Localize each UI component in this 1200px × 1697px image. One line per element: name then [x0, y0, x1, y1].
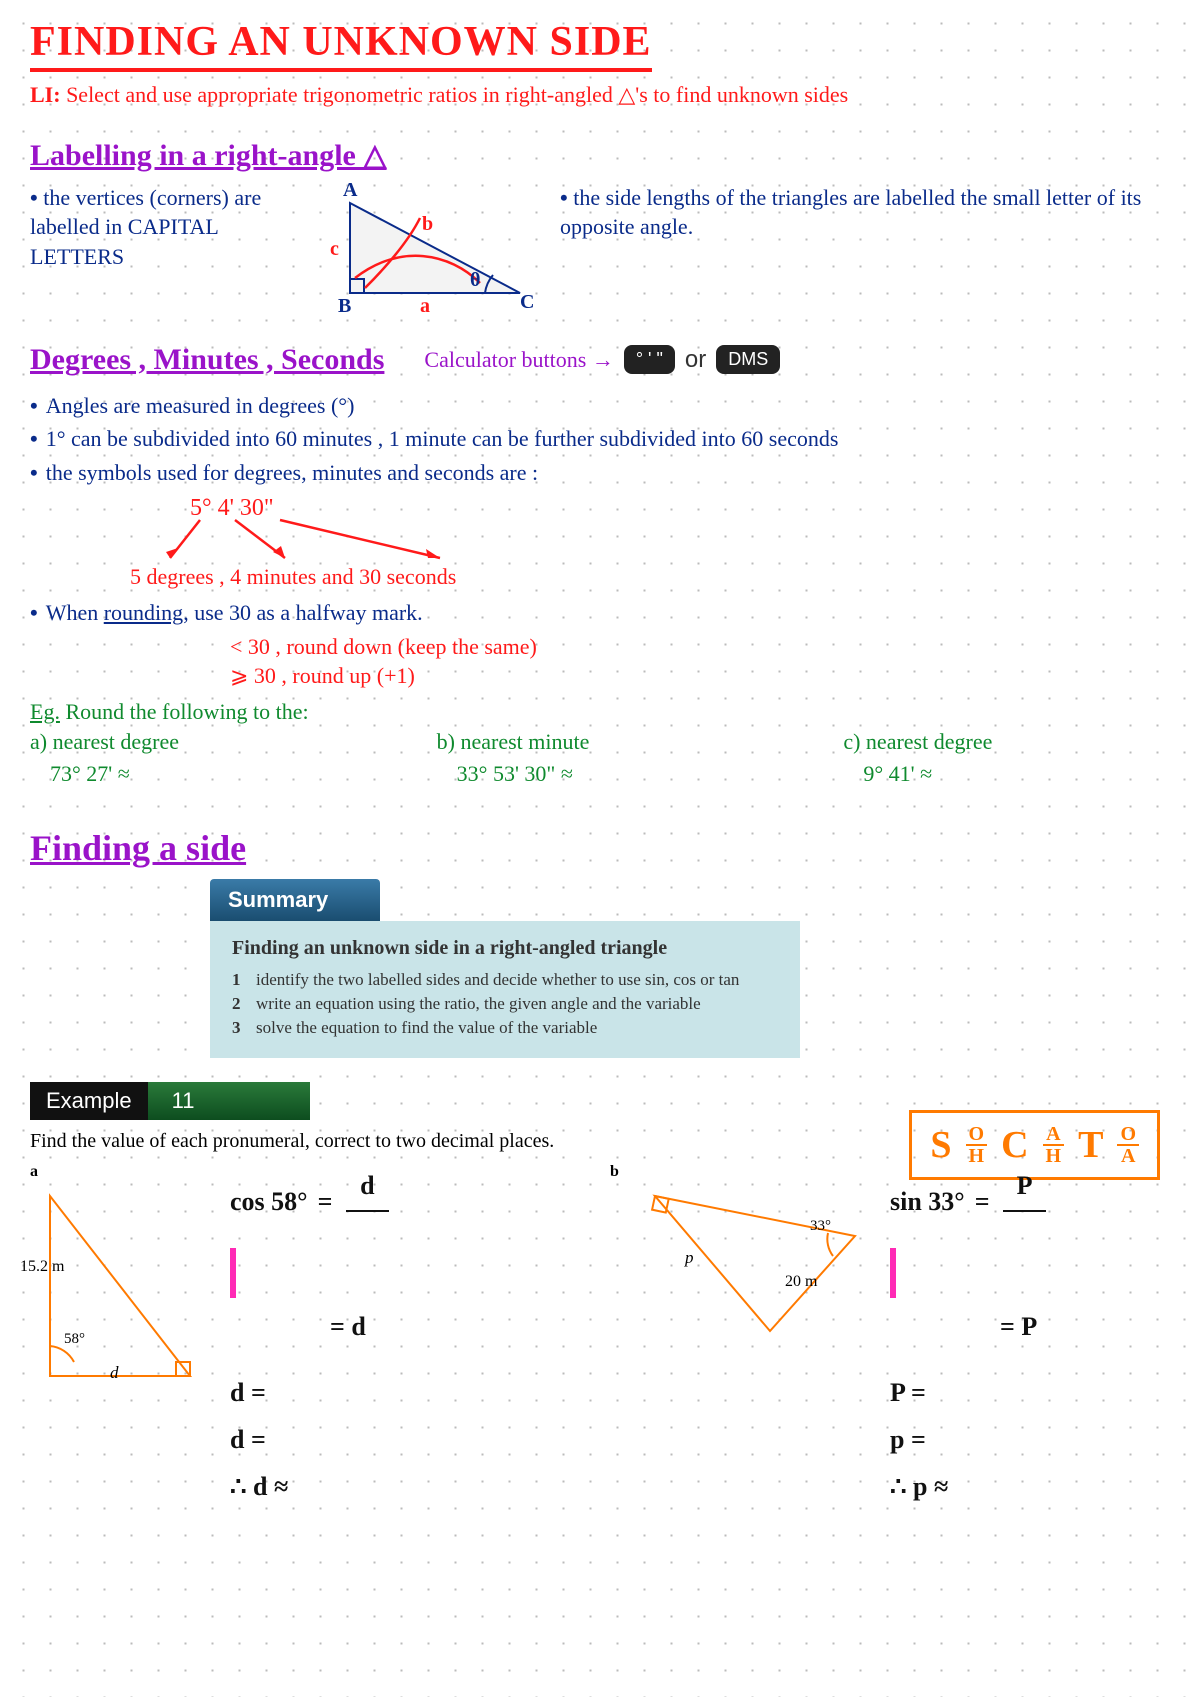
b-eq2: = P: [1000, 1304, 1037, 1351]
part-b-tag: b: [610, 1163, 619, 1180]
example-label: Example: [30, 1082, 148, 1120]
a-eq2: = d: [330, 1304, 366, 1351]
eg-c-val: 9° 41' ≈: [863, 761, 1170, 787]
calc-or: or: [685, 346, 706, 374]
eg-prompt: Round the following to the:: [60, 699, 309, 724]
side-a: a: [420, 295, 430, 318]
b-num: P: [1003, 1163, 1047, 1212]
triangle-diagram: A B C b c a θ: [310, 183, 540, 323]
labelling-right-note: • the side lengths of the triangles are …: [560, 183, 1170, 242]
calculator-buttons-note: Calculator buttons → ° ' " or DMS: [424, 345, 780, 374]
heading-finding: Finding a side: [30, 827, 246, 869]
part-b-working: sin 33° = P = P P = p = ∴ p ≈: [890, 1163, 1050, 1511]
tri-b-angle: 33°: [810, 1218, 831, 1235]
a-l3: d =: [230, 1370, 392, 1417]
vertex-B: B: [338, 295, 351, 318]
eg-label: Eg.: [30, 699, 60, 724]
dms-i1: Angles are measured in degrees (°): [46, 391, 355, 421]
b-lhs: sin 33°: [890, 1179, 965, 1226]
dms-i4a: When: [46, 600, 104, 625]
part-b: b 33° 20 m p sin 33° = P = P P =: [610, 1163, 1170, 1511]
heading-dms: Degrees , Minutes , Seconds: [30, 343, 384, 377]
cah-c: C: [1001, 1123, 1028, 1167]
round-rule-1: < 30 , round down (keep the same): [230, 632, 1170, 662]
side-b: b: [422, 213, 433, 236]
calc-label: Calculator buttons →: [424, 347, 613, 373]
example-number: 11: [148, 1082, 310, 1120]
worked-examples-row: a 15.2 m 58° d cos 58° = d = d d =: [30, 1163, 1170, 1511]
tri-b-var: p: [685, 1248, 694, 1268]
b-l5: ∴ p ≈: [890, 1464, 1050, 1511]
summary-tab: Summary: [210, 879, 380, 921]
labelling-left-note: • the vertices (corners) are labelled in…: [30, 183, 290, 272]
eg-c-label: c) nearest degree: [843, 729, 1170, 755]
pink-bar-icon: [230, 1248, 236, 1298]
summary-s3: solve the equation to find the value of …: [256, 1018, 597, 1038]
summary-title: Finding an unknown side in a right-angle…: [232, 937, 778, 960]
calc-btn-dms-symbol: ° ' ": [624, 345, 675, 374]
a-l4: d =: [230, 1417, 392, 1464]
eg-b-label: b) nearest minute: [437, 729, 764, 755]
a-num: d: [346, 1163, 388, 1212]
cah-a: A: [1043, 1124, 1063, 1146]
part-a-working: cos 58° = d = d d = d = ∴ d ≈: [230, 1163, 392, 1511]
dms-i4b: rounding: [104, 600, 183, 625]
tri-b-side: 20 m: [785, 1273, 817, 1291]
heading-labelling: Labelling in a right-angle △: [30, 138, 386, 173]
triangle-a-svg: [30, 1181, 210, 1401]
vertex-A: A: [343, 179, 357, 202]
a-eq: =: [318, 1179, 333, 1226]
labelling-row: • the vertices (corners) are labelled in…: [30, 183, 1170, 323]
learning-intent: LI: Select and use appropriate trigonome…: [30, 80, 1170, 110]
summary-s1: identify the two labelled sides and deci…: [256, 970, 739, 990]
b-l4: p =: [890, 1417, 1050, 1464]
tri-a-var: d: [110, 1363, 119, 1383]
summary-body: Finding an unknown side in a right-angle…: [210, 921, 800, 1058]
side-c: c: [330, 238, 339, 261]
part-a: a 15.2 m 58° d cos 58° = d = d d =: [30, 1163, 590, 1511]
summary-s2: write an equation using the ratio, the g…: [256, 994, 701, 1014]
page-title: FINDING AN UNKNOWN SIDE: [30, 18, 652, 72]
dms-i3: the symbols used for degrees, minutes an…: [46, 458, 538, 488]
li-prefix: LI:: [30, 82, 61, 107]
dms-i4c: , use 30 as a halfway mark.: [183, 600, 422, 625]
a-l5: ∴ d ≈: [230, 1464, 392, 1511]
dms-i2: 1° can be subdivided into 60 minutes , 1…: [46, 424, 839, 454]
labelling-right-text: the side lengths of the triangles are la…: [560, 185, 1141, 240]
part-a-tag: a: [30, 1163, 38, 1180]
soh-s: S: [930, 1123, 951, 1167]
toa-o: O: [1117, 1124, 1139, 1146]
eg-a-val: 73° 27' ≈: [50, 761, 357, 787]
b-eq: =: [975, 1179, 990, 1226]
summary-box: Summary Finding an unknown side in a rig…: [210, 879, 800, 1058]
dms-list: •Angles are measured in degrees (°) •1° …: [30, 391, 1170, 691]
b-l3: P =: [890, 1370, 1050, 1417]
tri-a-angle: 58°: [64, 1331, 85, 1348]
triangle-b-svg: [610, 1181, 870, 1351]
example-tab: Example 11: [30, 1082, 310, 1120]
dms-arrows: [160, 516, 560, 566]
dms-explain: 5 degrees , 4 minutes and 30 seconds: [130, 562, 1170, 592]
example-rounding: Eg. Round the following to the: a) neare…: [30, 699, 1170, 787]
pink-bar-icon-2: [890, 1248, 896, 1298]
labelling-left-text: the vertices (corners) are labelled in C…: [30, 185, 261, 269]
theta: θ: [470, 269, 480, 292]
li-text: Select and use appropriate trigonometric…: [66, 82, 848, 107]
dms-rounding: When rounding, use 30 as a halfway mark.: [46, 598, 423, 628]
calc-btn-dms: DMS: [716, 345, 780, 374]
a-lhs: cos 58°: [230, 1179, 308, 1226]
vertex-C: C: [520, 291, 534, 314]
toa-t: T: [1078, 1123, 1103, 1167]
round-rule-2: ⩾ 30 , round up (+1): [230, 661, 1170, 691]
eg-a-label: a) nearest degree: [30, 729, 357, 755]
soh-o: O: [966, 1124, 988, 1146]
eg-b-val: 33° 53' 30" ≈: [457, 761, 764, 787]
tri-a-side: 15.2 m: [20, 1258, 64, 1276]
